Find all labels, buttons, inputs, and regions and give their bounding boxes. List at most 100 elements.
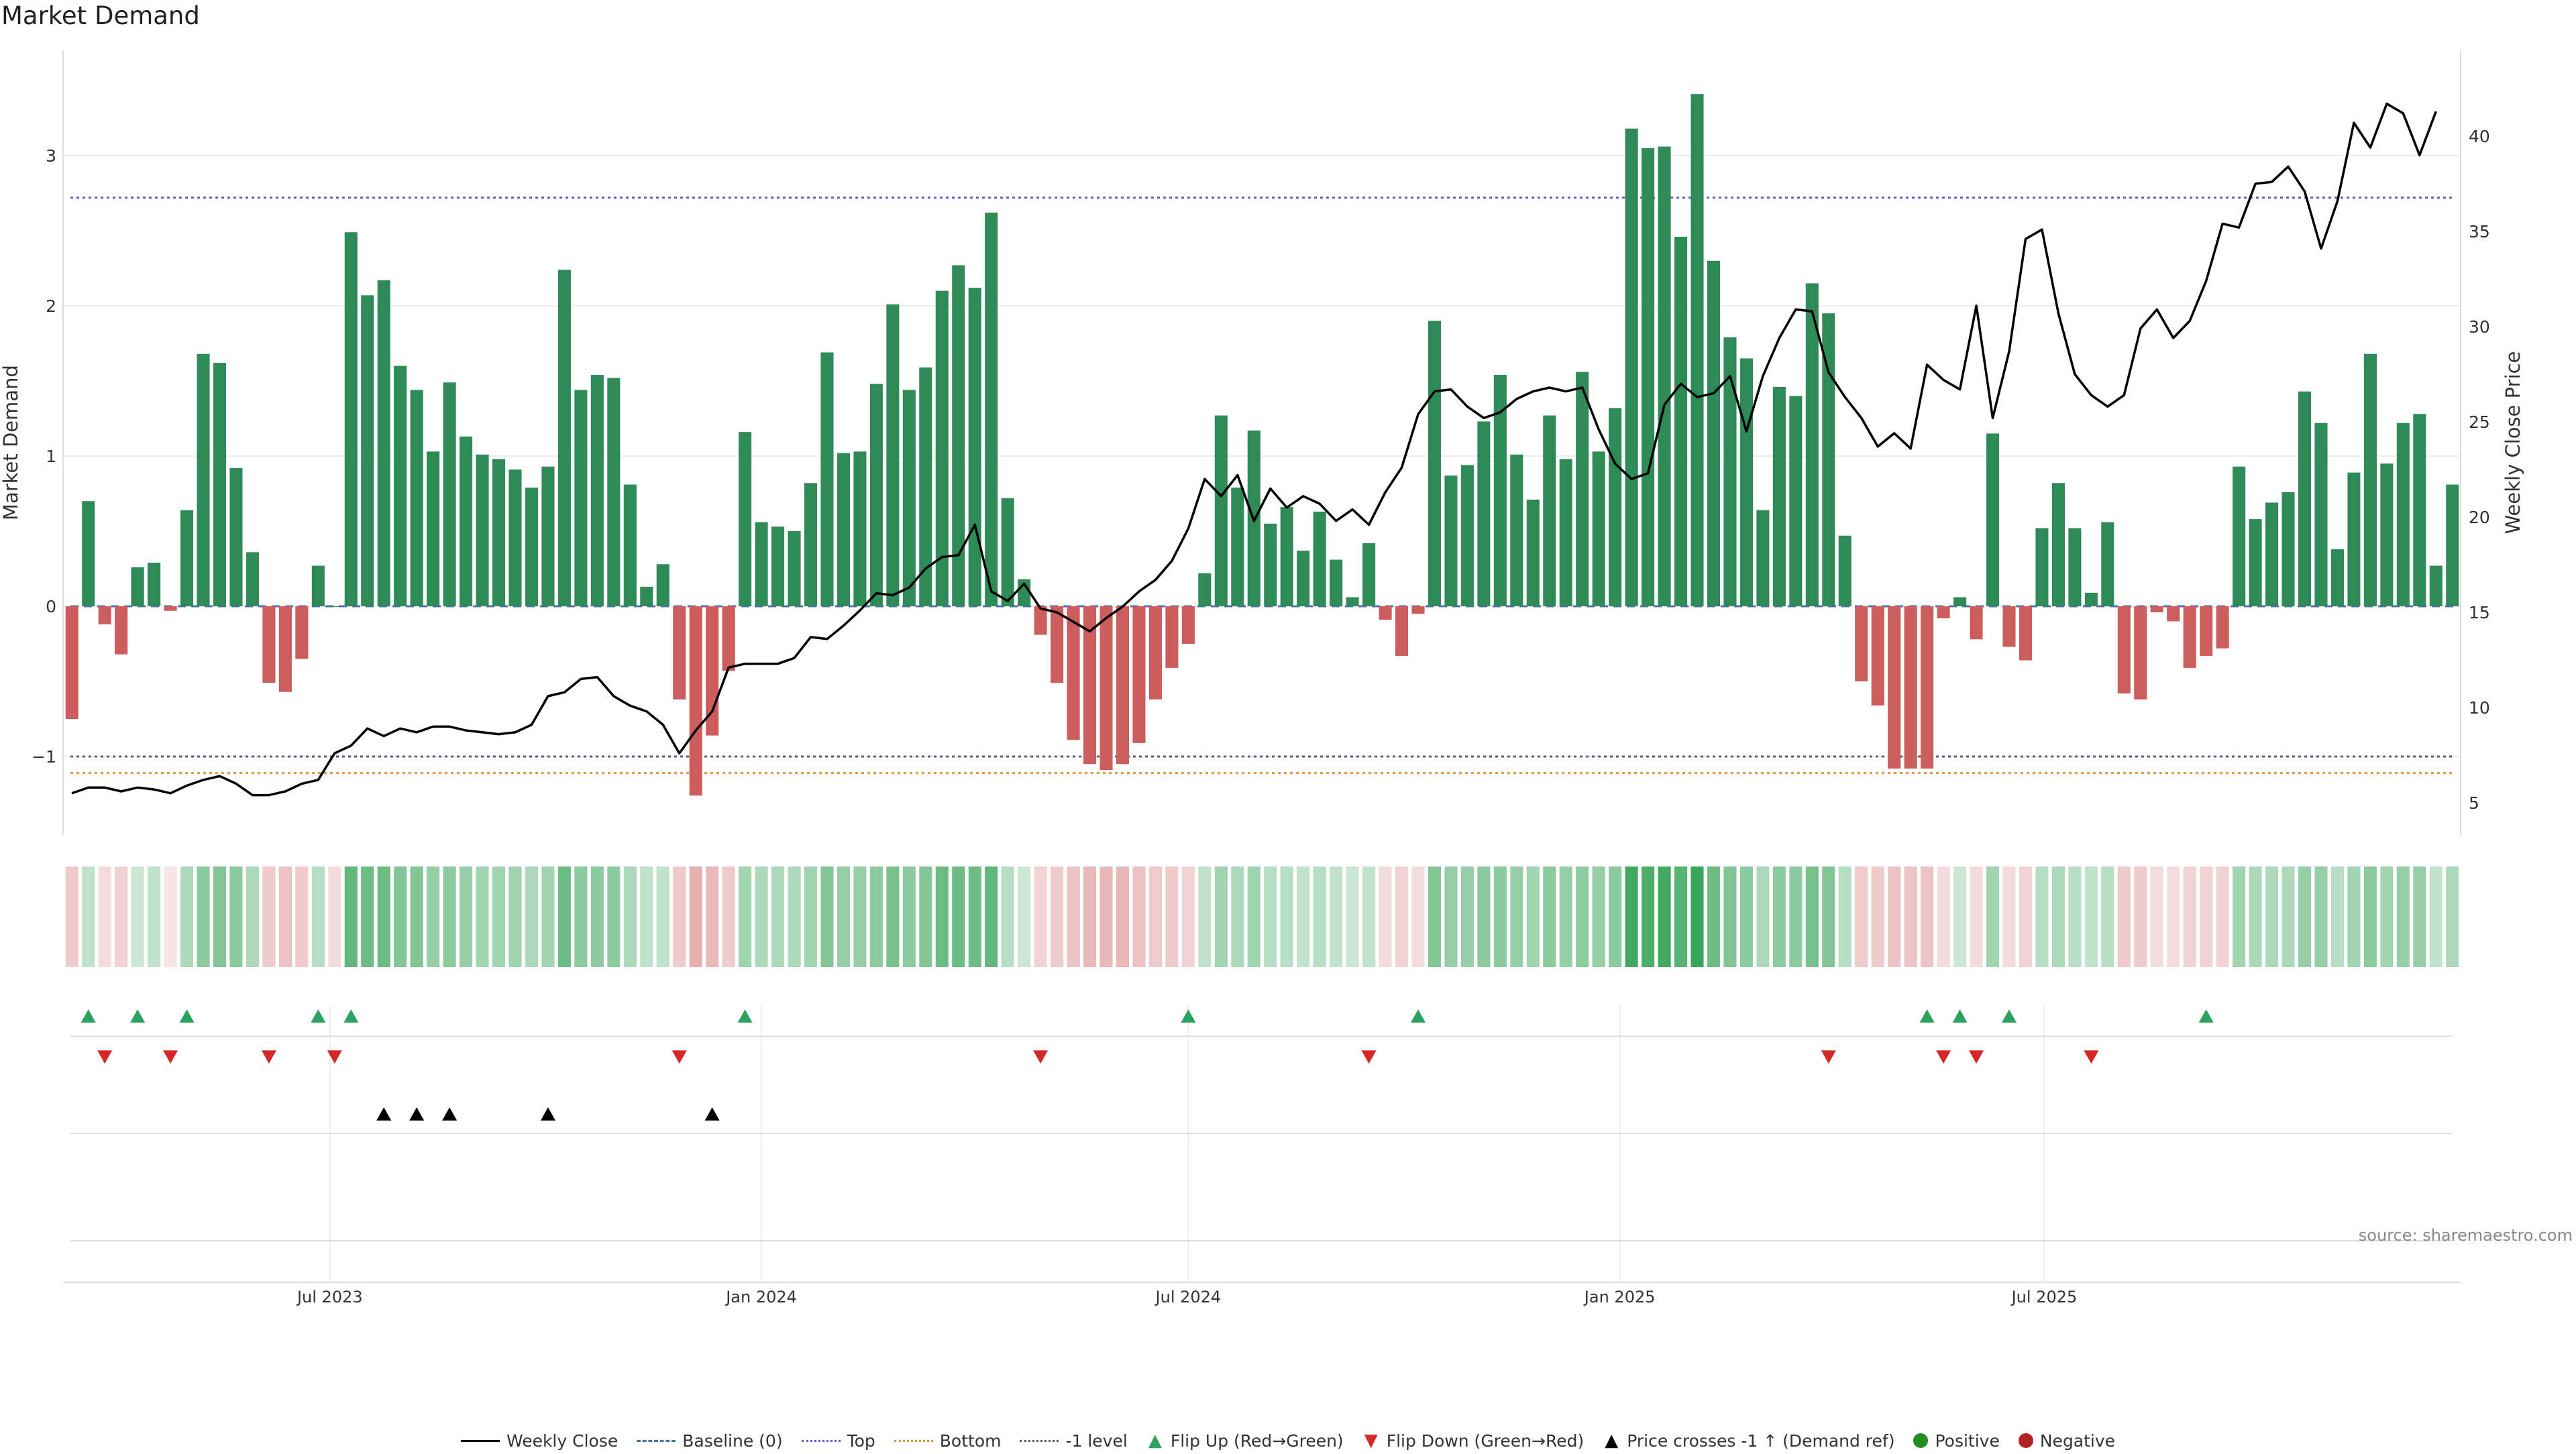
demand-bar xyxy=(1428,321,1442,606)
heat-cell xyxy=(673,866,686,967)
heat-cell xyxy=(65,866,78,967)
heat-cell xyxy=(2035,866,2049,967)
demand-bar xyxy=(1264,523,1277,606)
heat-cell xyxy=(1460,866,1474,967)
heat-cell xyxy=(1756,866,1770,967)
flip-up-marker xyxy=(1919,1009,1935,1023)
heat-cell xyxy=(771,866,785,967)
demand-bar xyxy=(1756,510,1770,606)
heat-cell xyxy=(557,866,571,967)
demand-bar xyxy=(985,213,998,606)
heat-cell xyxy=(1428,866,1442,967)
heat-cell xyxy=(1148,866,1162,967)
demand-bar xyxy=(1280,507,1293,606)
demand-bar xyxy=(246,552,259,606)
demand-bar xyxy=(1576,372,1589,606)
demand-bar xyxy=(2233,466,2246,606)
heat-cell xyxy=(1921,866,1934,967)
demand-bar xyxy=(361,295,374,606)
heat-cell xyxy=(1395,866,1409,967)
demand-bar xyxy=(1231,488,1244,606)
demand-bar xyxy=(1674,236,1688,607)
circle-icon xyxy=(1913,1433,1929,1448)
triangle-up-icon: ▲ xyxy=(1605,1431,1619,1451)
demand-bar xyxy=(98,606,111,624)
demand-bar xyxy=(869,384,883,606)
heat-cell xyxy=(1181,866,1195,967)
heat-cell xyxy=(2216,866,2229,967)
heat-cell xyxy=(2084,866,2098,967)
demand-bar xyxy=(148,563,161,606)
demand-bar xyxy=(2183,606,2196,668)
flip-up-marker xyxy=(80,1009,96,1023)
heat-cell xyxy=(1986,866,2000,967)
heat-cell xyxy=(935,866,949,967)
y2-tick-label: 15 xyxy=(2469,603,2490,622)
heat-cell xyxy=(1543,866,1556,967)
demand-bar xyxy=(2363,353,2377,606)
demand-bar xyxy=(2429,565,2443,606)
heat-cell xyxy=(98,866,111,967)
demand-bar xyxy=(1297,551,1310,606)
flip-up-marker xyxy=(1181,1009,1196,1023)
heat-cell xyxy=(311,866,325,967)
heat-cell xyxy=(837,866,850,967)
demand-bar xyxy=(2150,606,2163,612)
heat-cell xyxy=(2347,866,2361,967)
heat-cell xyxy=(278,866,292,967)
heat-cell xyxy=(1510,866,1523,967)
demand-bar xyxy=(820,352,834,606)
heat-cell xyxy=(2150,866,2163,967)
legend-label: Positive xyxy=(1935,1431,2000,1451)
flip-up-marker xyxy=(179,1009,195,1023)
heat-cell xyxy=(1592,866,1605,967)
flip-down-marker xyxy=(1821,1050,1836,1064)
demand-bar xyxy=(295,606,309,659)
flip-down-marker xyxy=(1361,1050,1377,1064)
y-tick-label: 3 xyxy=(46,146,56,166)
demand-bar xyxy=(788,531,801,606)
heat-cell xyxy=(755,866,768,967)
demand-bar xyxy=(771,526,785,606)
demand-bar xyxy=(1116,606,1130,765)
heat-cell xyxy=(1214,866,1228,967)
y2-tick-label: 30 xyxy=(2469,317,2490,337)
heat-cell xyxy=(1690,866,1704,967)
heat-cell xyxy=(919,866,932,967)
heat-cell xyxy=(229,866,243,967)
heat-cell xyxy=(476,866,489,967)
demand-bar xyxy=(229,467,243,606)
demand-bar xyxy=(344,232,358,606)
heat-cell xyxy=(804,866,818,967)
demand-bar xyxy=(1904,606,1917,769)
x-tick-label: Jul 2024 xyxy=(1155,1288,1222,1306)
flip-down-marker xyxy=(2084,1050,2099,1064)
heat-cell xyxy=(1444,866,1458,967)
heat-cell xyxy=(1083,866,1097,967)
demand-bar xyxy=(935,290,949,606)
demand-bar xyxy=(525,488,539,606)
legend-item: Baseline (0) xyxy=(637,1431,783,1451)
heat-cell xyxy=(1099,866,1113,967)
heat-cell xyxy=(1001,866,1014,967)
demand-bar xyxy=(2101,522,2114,606)
demand-bar xyxy=(1888,606,1901,769)
flip-up-marker xyxy=(343,1009,359,1023)
flip-up-marker xyxy=(2198,1009,2214,1023)
demand-bar xyxy=(1083,606,1097,765)
demand-bar xyxy=(607,378,621,606)
demand-bar xyxy=(886,304,900,606)
heat-cell xyxy=(1264,866,1277,967)
cross-up-marker xyxy=(409,1107,425,1121)
heat-cell xyxy=(1838,866,1851,967)
heat-cell xyxy=(1313,866,1326,967)
y2-tick-label: 40 xyxy=(2469,127,2490,146)
flip-down-marker xyxy=(1936,1050,1951,1064)
heat-cell xyxy=(1772,866,1786,967)
heat-cell xyxy=(2167,866,2180,967)
demand-bar xyxy=(1034,606,1047,635)
demand-bar xyxy=(2200,606,2213,656)
demand-bar xyxy=(1592,451,1605,606)
heat-cell xyxy=(1411,866,1425,967)
